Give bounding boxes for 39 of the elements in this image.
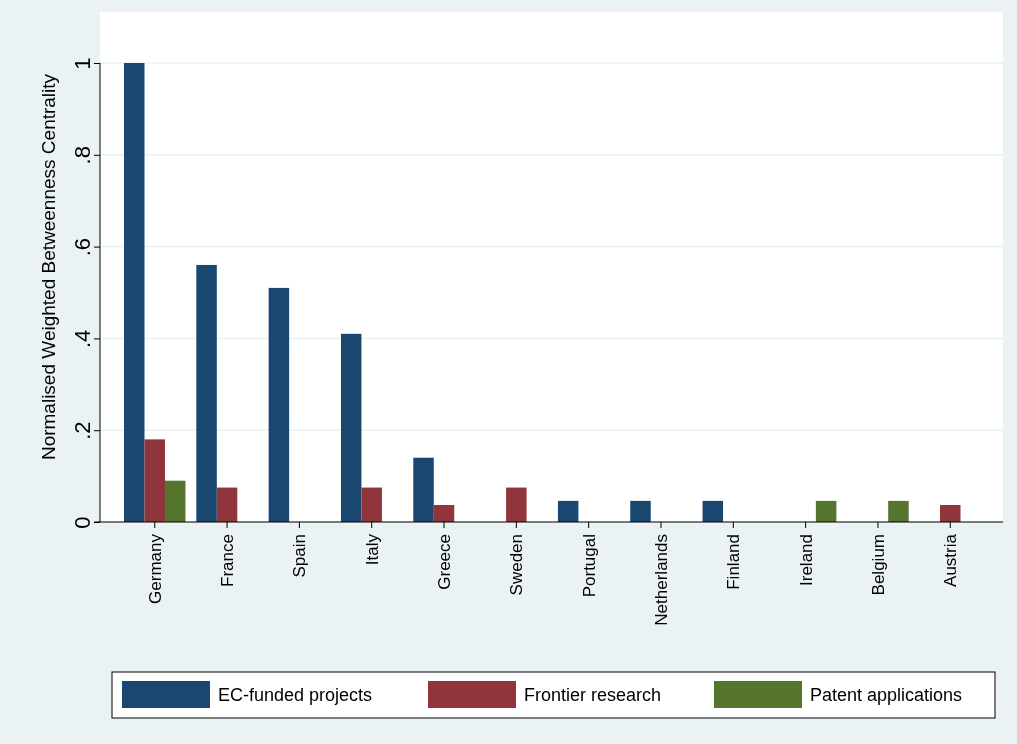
bar: [702, 500, 724, 522]
y-axis-title: Normalised Weighted Betweenness Centrality: [38, 73, 59, 461]
bar: [361, 487, 382, 522]
y-tick-label: 0: [70, 516, 95, 529]
bar: [144, 439, 165, 522]
bar: [340, 333, 362, 522]
x-tick-label: Austria: [941, 533, 961, 587]
y-tick-label: 1: [70, 57, 95, 70]
x-tick-label: Ireland: [796, 534, 816, 586]
bar: [413, 457, 434, 522]
bar: [216, 487, 238, 522]
bar: [196, 264, 217, 522]
legend-label: Frontier research: [524, 685, 662, 705]
bar: [815, 500, 837, 522]
bar: [164, 480, 186, 522]
y-tick-label: .2: [70, 421, 95, 440]
bar: [630, 500, 651, 522]
bar: [268, 287, 290, 522]
bar: [888, 500, 909, 522]
x-tick-label: Italy: [362, 533, 382, 566]
legend-label: Patent applications: [810, 685, 963, 705]
bar: [940, 505, 961, 522]
x-tick-label: Sweden: [507, 534, 527, 596]
legend-label: EC-funded projects: [218, 685, 373, 705]
x-tick-label: Spain: [290, 534, 310, 578]
x-tick-label: France: [218, 534, 238, 587]
y-tick-label: .8: [70, 146, 95, 165]
bar: [557, 500, 579, 522]
y-tick-label: .6: [70, 237, 95, 257]
bar: [433, 505, 455, 522]
y-tick-label: .4: [70, 329, 95, 349]
x-tick-label: Portugal: [579, 534, 599, 598]
x-tick-label: Netherlands: [651, 534, 671, 626]
x-tick-label: Belgium: [868, 534, 888, 596]
bar: [124, 63, 145, 522]
x-tick-label: Finland: [724, 534, 744, 590]
bar: [506, 487, 527, 522]
x-tick-label: Greece: [434, 534, 454, 590]
x-tick-label: Germany: [145, 533, 165, 604]
